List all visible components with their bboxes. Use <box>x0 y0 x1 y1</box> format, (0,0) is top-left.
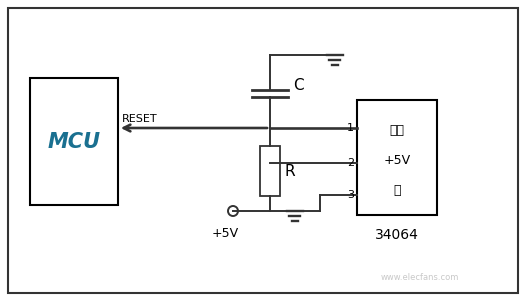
Text: 1: 1 <box>347 123 354 133</box>
Text: www.elecfans.com: www.elecfans.com <box>381 274 459 282</box>
Bar <box>30 78 118 205</box>
Text: 地: 地 <box>393 184 401 196</box>
Bar <box>260 146 280 196</box>
Text: 2: 2 <box>347 158 354 168</box>
Text: +5V: +5V <box>211 227 239 240</box>
Text: 3: 3 <box>347 190 354 200</box>
Text: MCU: MCU <box>48 131 100 151</box>
Text: +5V: +5V <box>383 154 411 166</box>
Text: 34064: 34064 <box>375 228 419 242</box>
Text: RESET: RESET <box>122 114 158 124</box>
Bar <box>357 100 437 215</box>
Text: C: C <box>293 78 304 93</box>
Text: R: R <box>285 164 296 178</box>
Text: 输出: 输出 <box>390 123 404 137</box>
